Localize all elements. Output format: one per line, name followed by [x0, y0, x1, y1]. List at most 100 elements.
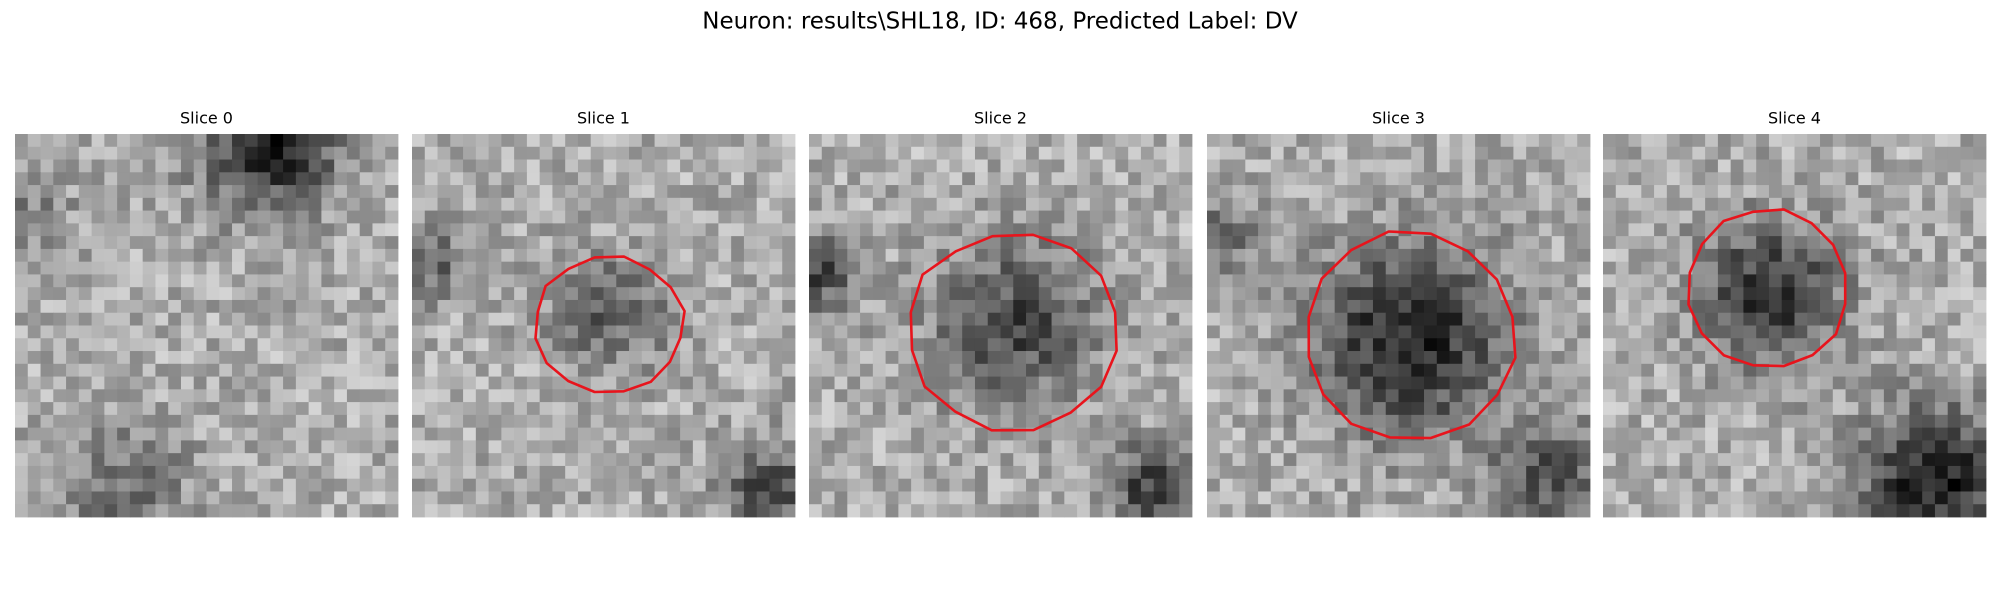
pixel: [1089, 159, 1104, 173]
pixel: [654, 338, 668, 352]
pixel: [1321, 146, 1336, 160]
pixel: [514, 338, 528, 352]
pixel: [1000, 312, 1014, 326]
pixel: [257, 299, 271, 314]
pixel: [1934, 185, 1949, 199]
pixel: [27, 478, 41, 492]
pixel: [1296, 223, 1310, 237]
pixel: [1179, 351, 1193, 365]
pixel: [1296, 414, 1310, 429]
pixel: [437, 440, 451, 454]
pixel: [667, 146, 681, 160]
pixel: [1462, 351, 1476, 365]
pixel: [1871, 274, 1885, 288]
pixel: [1564, 389, 1578, 403]
pixel: [501, 389, 515, 403]
pixel: [949, 363, 963, 377]
pixel: [514, 159, 528, 173]
pixel: [1153, 414, 1167, 429]
pixel: [1807, 325, 1821, 339]
pixel: [1038, 363, 1052, 377]
slice-image: [1207, 134, 1591, 518]
pixel: [1666, 312, 1680, 326]
pixel: [1398, 376, 1412, 390]
pixel: [66, 236, 80, 250]
pixel: [1820, 338, 1834, 352]
pixel: [821, 414, 835, 429]
pixel: [1207, 223, 1221, 237]
pixel: [1270, 504, 1284, 518]
pixel: [129, 363, 144, 377]
pixel: [1064, 146, 1078, 160]
pixel: [1551, 185, 1565, 199]
pixel: [526, 363, 541, 377]
pixel: [180, 453, 195, 467]
pixel: [1743, 453, 1757, 467]
pixel: [219, 146, 233, 160]
pixel: [1500, 223, 1514, 237]
pixel: [654, 376, 668, 390]
pixel: [731, 402, 745, 416]
pixel: [346, 261, 361, 275]
pixel: [308, 338, 322, 352]
pixel: [1385, 465, 1399, 480]
pixel: [1883, 134, 1898, 148]
pixel: [1153, 248, 1167, 263]
pixel: [1424, 172, 1438, 186]
pixel: [1692, 504, 1706, 518]
pixel: [1666, 172, 1680, 186]
pixel: [346, 325, 361, 339]
pixel: [1820, 248, 1834, 263]
pixel: [692, 478, 707, 492]
pixel: [321, 287, 335, 301]
pixel: [1026, 223, 1040, 237]
pixel: [1207, 210, 1221, 224]
pixel: [1487, 325, 1502, 339]
pixel: [475, 338, 489, 352]
pixel: [1026, 338, 1040, 352]
pixel: [15, 172, 29, 186]
pixel: [321, 351, 335, 365]
pixel: [270, 210, 284, 224]
pixel: [705, 299, 719, 314]
pixel: [1947, 465, 1961, 480]
pixel: [104, 134, 118, 148]
pixel: [1347, 134, 1361, 148]
pixel: [27, 172, 41, 186]
pixel: [372, 491, 386, 505]
pixel: [1179, 287, 1193, 301]
pixel: [911, 414, 925, 429]
pixel: [1436, 325, 1450, 339]
pixel: [1628, 325, 1642, 339]
pixel: [1705, 325, 1719, 339]
pixel: [1654, 478, 1668, 492]
pixel: [718, 312, 732, 326]
pixel: [1296, 261, 1310, 275]
pixel: [565, 465, 579, 480]
pixel: [590, 491, 604, 505]
pixel: [1411, 159, 1425, 173]
pixel: [283, 261, 297, 275]
pixel: [1334, 312, 1348, 326]
pixel: [514, 465, 528, 480]
pixel: [1717, 197, 1732, 211]
pixel: [129, 414, 144, 429]
pixel: [1641, 453, 1655, 467]
pixel: [949, 146, 963, 160]
pixel: [155, 504, 169, 518]
pixel: [1973, 287, 1987, 301]
pixel: [1960, 491, 1974, 505]
pixel: [1026, 299, 1040, 314]
pixel: [1153, 402, 1167, 416]
pixel: [1064, 261, 1078, 275]
pixel: [1270, 134, 1284, 148]
pixel: [1424, 478, 1438, 492]
pixel: [1102, 504, 1116, 518]
pixel: [1730, 248, 1744, 263]
pixel: [1013, 363, 1027, 377]
pixel: [860, 363, 874, 377]
pixel: [1628, 402, 1642, 416]
pixel: [834, 197, 848, 211]
pixel: [1140, 223, 1155, 237]
pixel: [180, 261, 195, 275]
